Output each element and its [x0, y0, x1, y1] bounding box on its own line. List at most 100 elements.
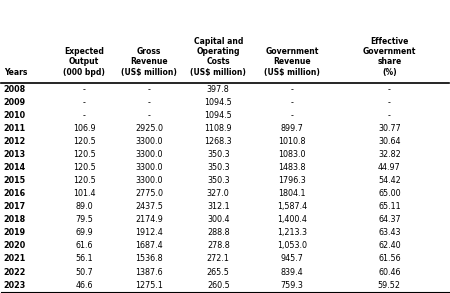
Text: 61.6: 61.6 [75, 241, 93, 251]
Text: Effective
Government
share
(%): Effective Government share (%) [363, 37, 416, 77]
Text: Government
Revenue
(US$ million): Government Revenue (US$ million) [264, 47, 320, 77]
Text: -: - [148, 111, 150, 120]
Text: 44.97: 44.97 [378, 163, 401, 172]
Text: 2925.0: 2925.0 [135, 124, 163, 133]
Text: 56.1: 56.1 [75, 254, 93, 263]
Text: -: - [388, 85, 391, 94]
Text: 2021: 2021 [4, 254, 26, 263]
Text: 50.7: 50.7 [75, 268, 93, 277]
Text: Gross
Revenue
(US$ million): Gross Revenue (US$ million) [121, 47, 177, 77]
Text: -: - [291, 111, 293, 120]
Text: 1,053.0: 1,053.0 [277, 241, 307, 251]
Text: 899.7: 899.7 [281, 124, 303, 133]
Text: 2775.0: 2775.0 [135, 189, 163, 198]
Text: 61.56: 61.56 [378, 254, 400, 263]
Text: 2014: 2014 [4, 163, 26, 172]
Text: 2020: 2020 [4, 241, 26, 251]
Text: 30.77: 30.77 [378, 124, 401, 133]
Text: 1268.3: 1268.3 [204, 137, 232, 146]
Text: 1010.8: 1010.8 [279, 137, 306, 146]
Text: 350.3: 350.3 [207, 176, 230, 185]
Text: 2008: 2008 [4, 85, 26, 94]
Text: 945.7: 945.7 [281, 254, 303, 263]
Text: 1387.6: 1387.6 [135, 268, 163, 277]
Text: 839.4: 839.4 [281, 268, 303, 277]
Text: -: - [291, 85, 293, 94]
Text: 3300.0: 3300.0 [135, 137, 163, 146]
Text: Expected
Output
(000 bpd): Expected Output (000 bpd) [63, 47, 105, 77]
Text: -: - [83, 111, 86, 120]
Text: 2174.9: 2174.9 [135, 215, 163, 224]
Text: 1796.3: 1796.3 [278, 176, 306, 185]
Text: 120.5: 120.5 [73, 163, 95, 172]
Text: 397.8: 397.8 [207, 85, 230, 94]
Text: 1094.5: 1094.5 [204, 111, 232, 120]
Text: 278.8: 278.8 [207, 241, 230, 251]
Text: 3300.0: 3300.0 [135, 176, 163, 185]
Text: 46.6: 46.6 [75, 281, 93, 289]
Text: 2437.5: 2437.5 [135, 202, 163, 211]
Text: 2010: 2010 [4, 111, 26, 120]
Text: 65.11: 65.11 [378, 202, 400, 211]
Text: -: - [148, 85, 150, 94]
Text: 30.64: 30.64 [378, 137, 400, 146]
Text: 2015: 2015 [4, 176, 26, 185]
Text: 2019: 2019 [4, 228, 26, 237]
Text: 312.1: 312.1 [207, 202, 230, 211]
Text: 60.46: 60.46 [378, 268, 400, 277]
Text: 1,213.3: 1,213.3 [277, 228, 307, 237]
Text: -: - [388, 98, 391, 107]
Text: 2013: 2013 [4, 150, 26, 159]
Text: 106.9: 106.9 [73, 124, 95, 133]
Text: 272.1: 272.1 [207, 254, 230, 263]
Text: 79.5: 79.5 [75, 215, 93, 224]
Text: 2016: 2016 [4, 189, 26, 198]
Text: 1483.8: 1483.8 [279, 163, 306, 172]
Text: 2017: 2017 [4, 202, 26, 211]
Text: -: - [291, 98, 293, 107]
Text: 1094.5: 1094.5 [204, 98, 232, 107]
Text: 63.43: 63.43 [378, 228, 400, 237]
Text: Years: Years [4, 68, 27, 77]
Text: 32.82: 32.82 [378, 150, 401, 159]
Text: 327.0: 327.0 [207, 189, 230, 198]
Text: 64.37: 64.37 [378, 215, 400, 224]
Text: 54.42: 54.42 [378, 176, 401, 185]
Text: 2011: 2011 [4, 124, 26, 133]
Text: 300.4: 300.4 [207, 215, 230, 224]
Text: 1912.4: 1912.4 [135, 228, 163, 237]
Text: 1536.8: 1536.8 [135, 254, 163, 263]
Text: -: - [83, 85, 86, 94]
Text: -: - [83, 98, 86, 107]
Text: -: - [148, 98, 150, 107]
Text: 65.00: 65.00 [378, 189, 400, 198]
Text: 350.3: 350.3 [207, 163, 230, 172]
Text: 2022: 2022 [4, 268, 26, 277]
Text: 1687.4: 1687.4 [135, 241, 163, 251]
Text: 3300.0: 3300.0 [135, 163, 163, 172]
Text: 2012: 2012 [4, 137, 26, 146]
Text: 1083.0: 1083.0 [279, 150, 306, 159]
Text: 120.5: 120.5 [73, 176, 95, 185]
Text: 260.5: 260.5 [207, 281, 230, 289]
Text: 759.3: 759.3 [281, 281, 303, 289]
Text: 288.8: 288.8 [207, 228, 230, 237]
Text: 1275.1: 1275.1 [135, 281, 163, 289]
Text: 120.5: 120.5 [73, 137, 95, 146]
Text: 120.5: 120.5 [73, 150, 95, 159]
Text: 101.4: 101.4 [73, 189, 95, 198]
Text: Capital and
Operating
Costs
(US$ million): Capital and Operating Costs (US$ million… [190, 37, 246, 77]
Text: 89.0: 89.0 [75, 202, 93, 211]
Text: 265.5: 265.5 [207, 268, 230, 277]
Text: -: - [388, 111, 391, 120]
Text: 3300.0: 3300.0 [135, 150, 163, 159]
Text: 62.40: 62.40 [378, 241, 400, 251]
Text: 1,400.4: 1,400.4 [277, 215, 307, 224]
Text: 1,587.4: 1,587.4 [277, 202, 307, 211]
Text: 1804.1: 1804.1 [279, 189, 306, 198]
Text: 350.3: 350.3 [207, 150, 230, 159]
Text: 59.52: 59.52 [378, 281, 401, 289]
Text: 2009: 2009 [4, 98, 26, 107]
Text: 2023: 2023 [4, 281, 26, 289]
Text: 69.9: 69.9 [75, 228, 93, 237]
